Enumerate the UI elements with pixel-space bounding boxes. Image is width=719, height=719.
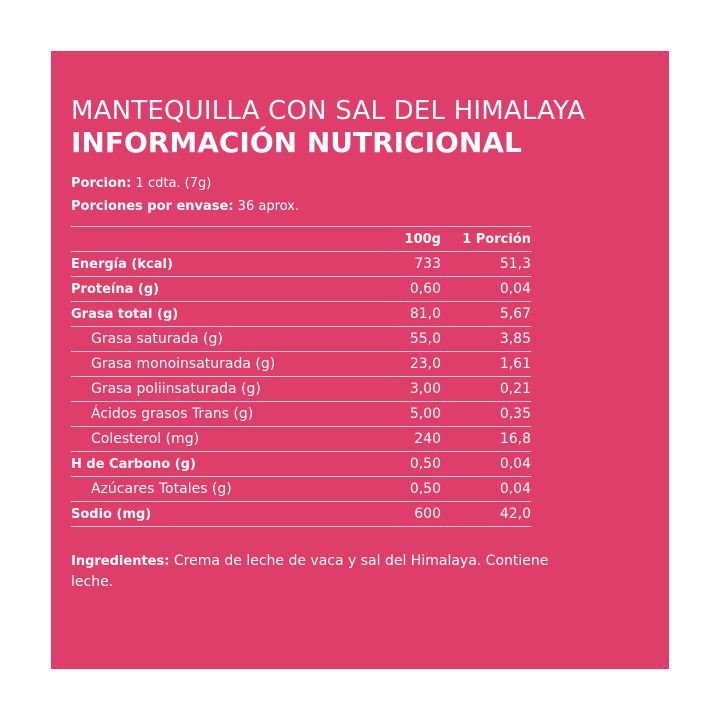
nutrient-name: Grasa saturada (g) bbox=[71, 326, 347, 352]
table-row: Sodio (mg) 600 42,0 bbox=[71, 501, 531, 527]
table-row: Colesterol (mg) 240 16,8 bbox=[71, 426, 531, 452]
value-per-100g: 5,00 bbox=[347, 401, 441, 427]
table-row: H de Carbono (g) 0,50 0,04 bbox=[71, 451, 531, 477]
value-per-portion: 16,8 bbox=[441, 426, 531, 452]
nutrient-name: Colesterol (mg) bbox=[71, 426, 347, 452]
value-per-100g: 0,50 bbox=[347, 476, 441, 502]
table-row: Proteína (g) 0,60 0,04 bbox=[71, 276, 531, 302]
serving-size: Porcion: 1 cdta. (7g) bbox=[71, 172, 631, 195]
table-row: Ácidos grasos Trans (g) 5,00 0,35 bbox=[71, 401, 531, 427]
product-name: MANTEQUILLA CON SAL DEL HIMALAYA bbox=[71, 96, 586, 126]
table-header-row: 100g 1 Porción bbox=[71, 226, 531, 252]
nutrient-name: Energía (kcal) bbox=[71, 251, 347, 277]
nutrient-name: Grasa total (g) bbox=[71, 301, 347, 327]
table-row: Grasa total (g) 81,0 5,67 bbox=[71, 301, 531, 327]
value-per-100g: 81,0 bbox=[347, 301, 441, 327]
value-per-portion: 0,04 bbox=[441, 451, 531, 477]
servings-per-container-value: 36 aprox. bbox=[233, 199, 300, 214]
value-per-portion: 0,21 bbox=[441, 376, 531, 402]
nutrition-heading: INFORMACIÓN NUTRICIONAL bbox=[71, 126, 522, 159]
value-per-100g: 0,60 bbox=[347, 276, 441, 302]
value-per-100g: 3,00 bbox=[347, 376, 441, 402]
nutrient-name: Grasa poliinsaturada (g) bbox=[71, 376, 347, 402]
ingredients: Ingredientes: Crema de leche de vaca y s… bbox=[71, 551, 591, 593]
value-per-100g: 23,0 bbox=[347, 351, 441, 377]
serving-size-label: Porcion: bbox=[71, 176, 132, 191]
table-row: Grasa monoinsaturada (g) 23,0 1,61 bbox=[71, 351, 531, 377]
value-per-portion: 0,04 bbox=[441, 276, 531, 302]
value-per-portion: 42,0 bbox=[441, 501, 531, 527]
value-per-portion: 51,3 bbox=[441, 251, 531, 277]
table-row: Grasa saturada (g) 55,0 3,85 bbox=[71, 326, 531, 352]
serving-info: Porcion: 1 cdta. (7g) Porciones por enva… bbox=[71, 172, 631, 218]
table-row: Energía (kcal) 733 51,3 bbox=[71, 251, 531, 277]
column-header-portion: 1 Porción bbox=[441, 226, 531, 252]
table-row: Grasa poliinsaturada (g) 3,00 0,21 bbox=[71, 376, 531, 402]
nutrient-name: Grasa monoinsaturada (g) bbox=[71, 351, 347, 377]
nutrient-name: Ácidos grasos Trans (g) bbox=[71, 401, 347, 427]
value-per-100g: 0,50 bbox=[347, 451, 441, 477]
nutrition-panel: MANTEQUILLA CON SAL DEL HIMALAYA INFORMA… bbox=[51, 51, 669, 669]
ingredients-text: Crema de leche de vaca y sal del Himalay… bbox=[71, 553, 549, 590]
value-per-100g: 240 bbox=[347, 426, 441, 452]
servings-per-container: Porciones por envase: 36 aprox. bbox=[71, 195, 631, 218]
nutrient-name: Sodio (mg) bbox=[71, 501, 347, 527]
table-row: Azúcares Totales (g) 0,50 0,04 bbox=[71, 476, 531, 502]
value-per-portion: 0,04 bbox=[441, 476, 531, 502]
nutrient-name: H de Carbono (g) bbox=[71, 451, 347, 477]
column-header-nutrient bbox=[71, 226, 347, 252]
value-per-portion: 5,67 bbox=[441, 301, 531, 327]
value-per-100g: 600 bbox=[347, 501, 441, 527]
nutrition-table: 100g 1 Porción Energía (kcal) 733 51,3 Prot… bbox=[71, 226, 531, 527]
nutrition-content: MANTEQUILLA CON SAL DEL HIMALAYA INFORMA… bbox=[71, 96, 631, 593]
serving-size-value: 1 cdta. (7g) bbox=[131, 176, 212, 191]
value-per-portion: 0,35 bbox=[441, 401, 531, 427]
value-per-100g: 733 bbox=[347, 251, 441, 277]
value-per-portion: 3,85 bbox=[441, 326, 531, 352]
nutrient-name: Proteína (g) bbox=[71, 276, 347, 302]
value-per-portion: 1,61 bbox=[441, 351, 531, 377]
nutrition-table-body: Energía (kcal) 733 51,3 Proteína (g) 0,60 0,0… bbox=[71, 251, 531, 527]
servings-per-container-label: Porciones por envase: bbox=[71, 199, 234, 214]
nutrient-name: Azúcares Totales (g) bbox=[71, 476, 347, 502]
ingredients-label: Ingredientes: bbox=[71, 554, 170, 569]
column-header-100g: 100g bbox=[347, 226, 441, 252]
value-per-100g: 55,0 bbox=[347, 326, 441, 352]
